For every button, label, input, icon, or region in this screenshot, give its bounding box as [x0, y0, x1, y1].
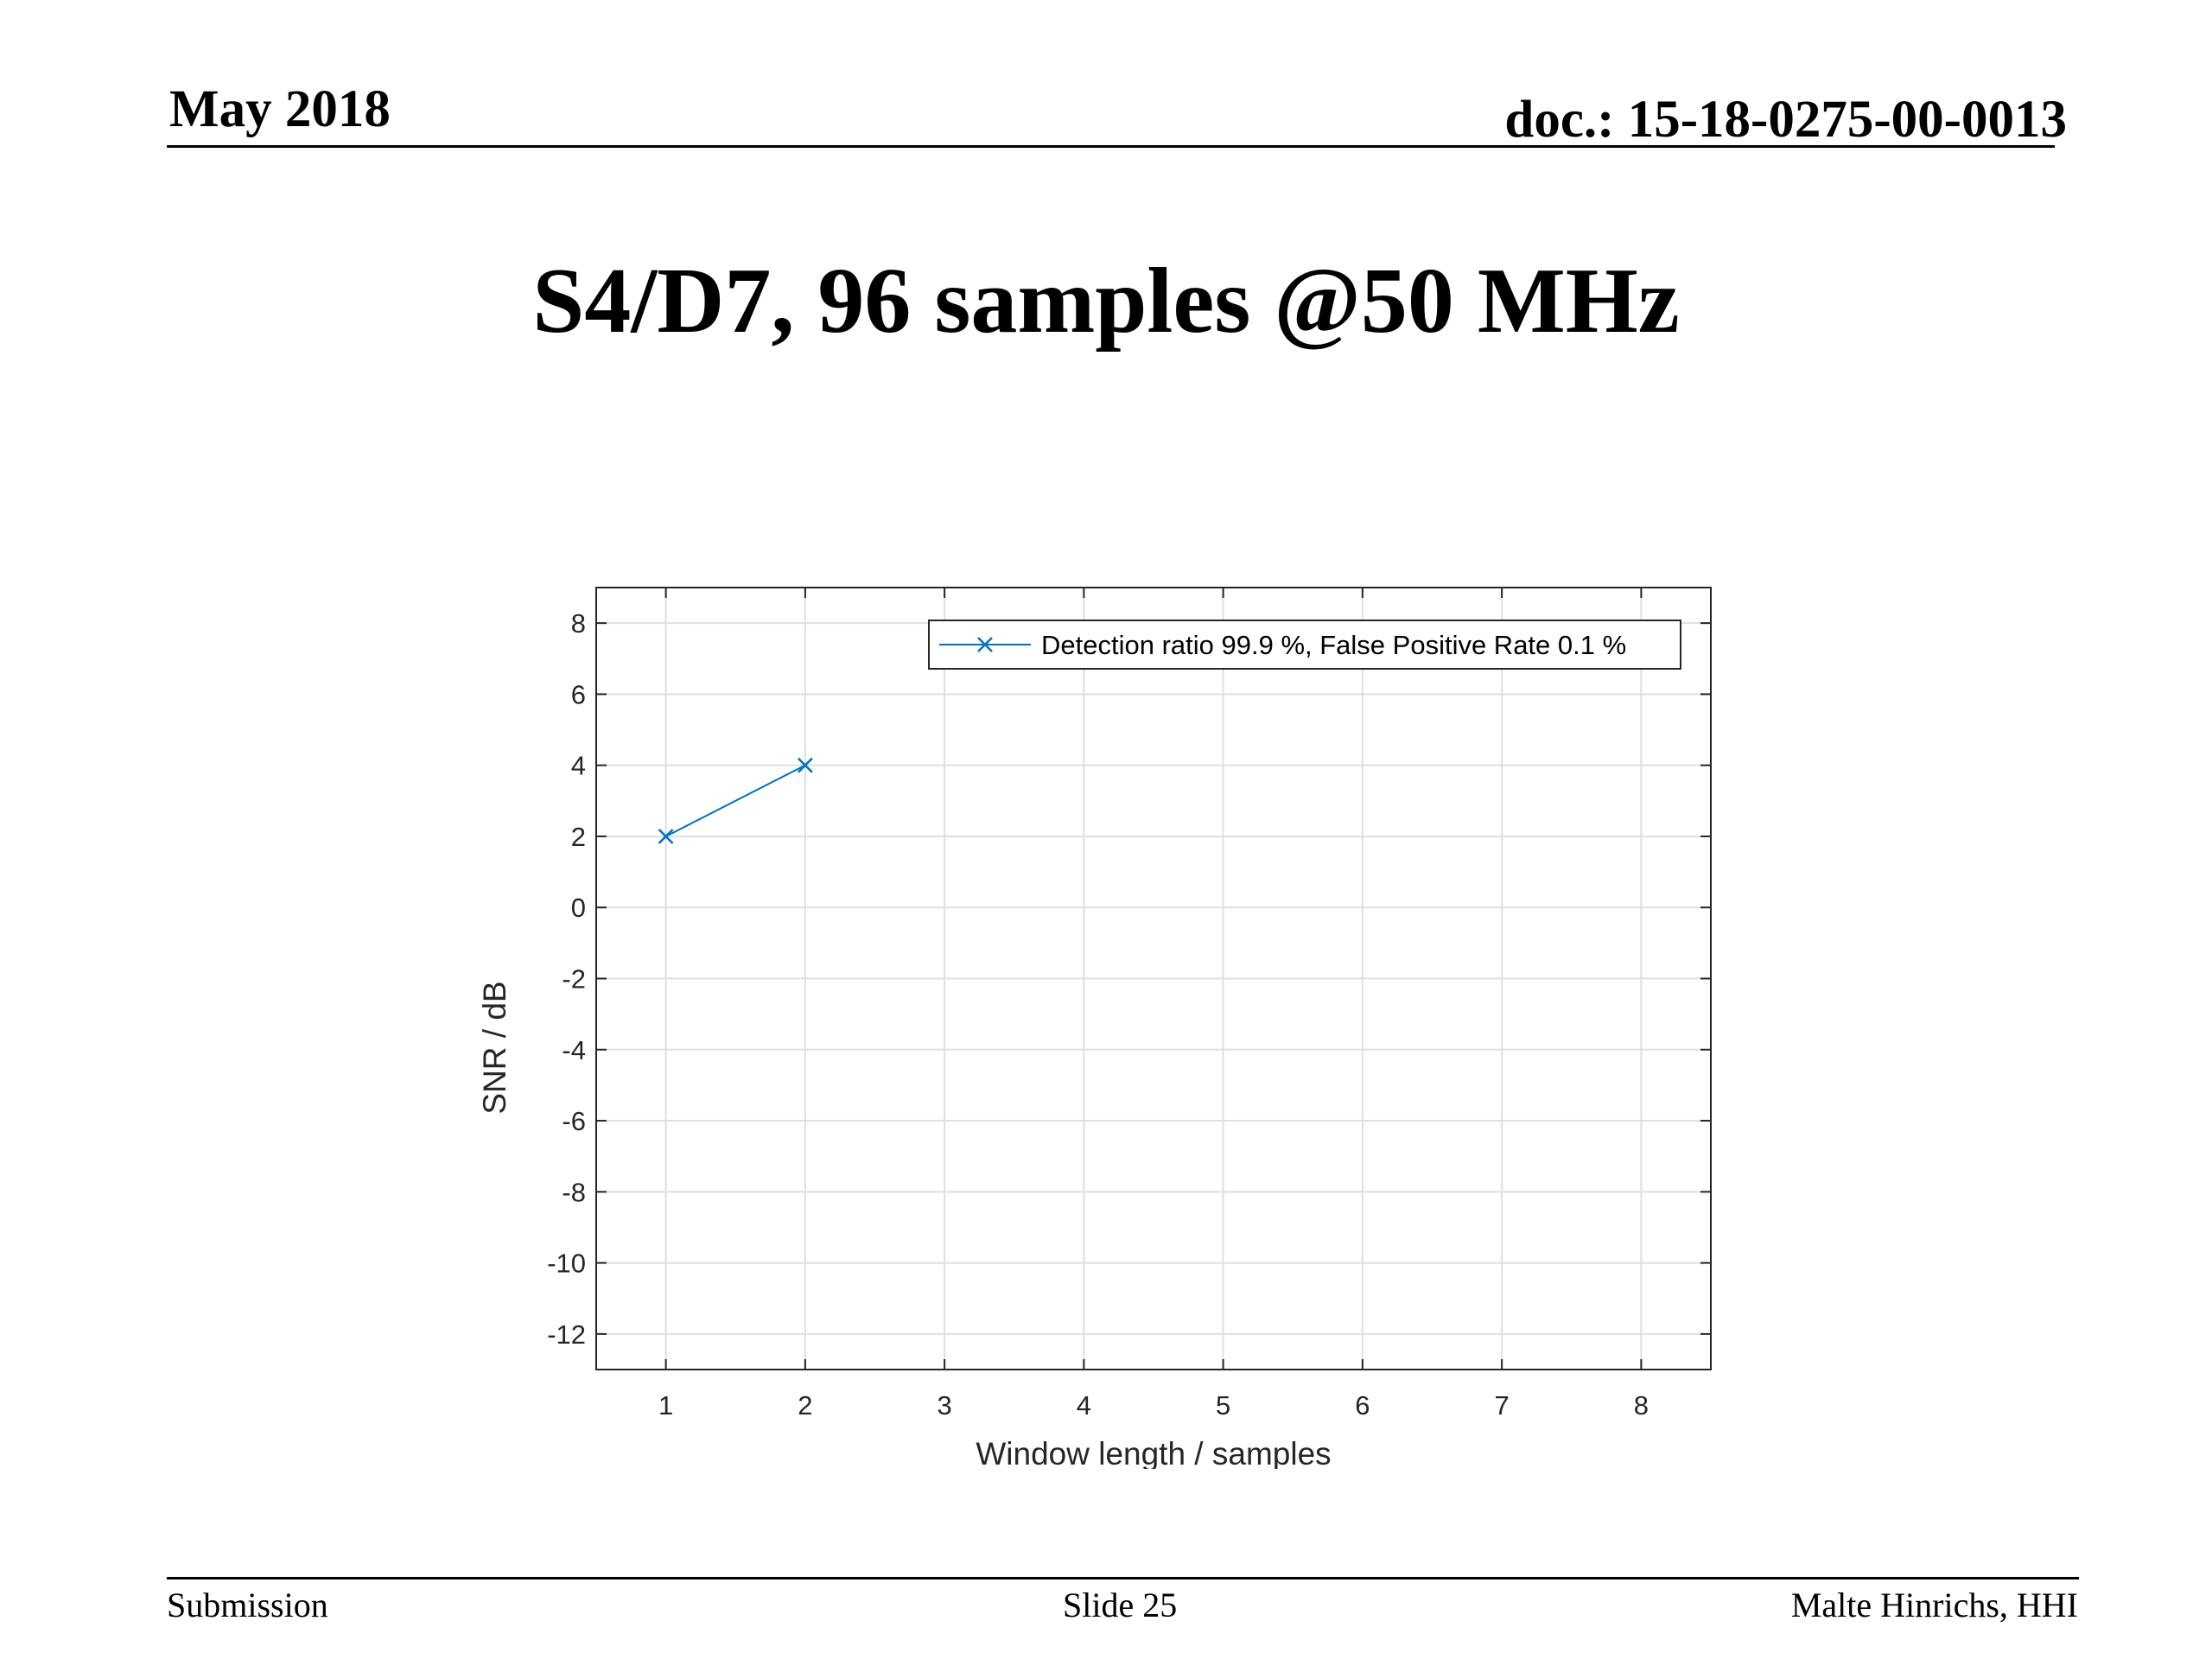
header-doc-id: doc.: 15-18-0275-00-0013	[1504, 91, 2067, 149]
y-tick-label: -8	[562, 1177, 586, 1207]
y-tick-label: 6	[571, 679, 586, 709]
footer-slide-number: Slide 25	[1063, 1586, 1178, 1624]
y-tick-label: 4	[571, 751, 586, 781]
y-tick-label: -12	[547, 1319, 586, 1350]
chart: 1 2 3 4 5 6 7 8 -12 -10 -8 -6 -4 -2 0 2 4 6 8 Window lengt…	[467, 562, 1745, 1473]
y-tick-label: 8	[571, 608, 586, 639]
legend-marker-x	[977, 637, 993, 652]
x-axis-label: Window length / samples	[976, 1436, 1331, 1469]
y-tick-label: -10	[547, 1249, 586, 1279]
header-rule	[167, 145, 2055, 148]
axis-ticks: 1 2 3 4 5 6 7 8 -12 -10 -8 -6 -4 -2 0 2 4 6 8	[547, 588, 1711, 1421]
x-tick-label: 7	[1495, 1390, 1510, 1421]
x-tick-label: 1	[658, 1390, 673, 1421]
x-tick-label: 8	[1634, 1390, 1649, 1421]
grid-lines	[596, 588, 1711, 1370]
data-point-marker	[797, 757, 813, 773]
x-tick-label: 4	[1077, 1390, 1091, 1421]
legend-box	[928, 620, 1681, 670]
y-tick-label: -6	[562, 1106, 586, 1136]
legend: Detection ratio 99.9 %, False Positive R…	[928, 620, 1681, 670]
y-tick-label: 0	[571, 893, 586, 923]
footer-submission: Submission	[167, 1586, 328, 1624]
x-tick-label: 3	[938, 1390, 952, 1421]
data-point-marker	[658, 829, 674, 844]
series-layer	[658, 757, 813, 844]
y-tick-label: 2	[571, 822, 586, 852]
x-tick-label: 2	[798, 1390, 812, 1421]
footer-author: Malte Hinrichs, HHI	[1790, 1586, 2078, 1624]
x-tick-label: 6	[1355, 1390, 1370, 1421]
series-line	[665, 764, 806, 837]
y-axis-label: SNR / dB	[477, 981, 512, 1114]
header-date: May 2018	[169, 80, 391, 138]
y-tick-label: -2	[562, 964, 586, 995]
chart-svg: 1 2 3 4 5 6 7 8 -12 -10 -8 -6 -4 -2 0 2 4 6 8 Window lengt…	[477, 587, 1712, 1471]
x-tick-label: 5	[1216, 1390, 1230, 1421]
legend-entry: Detection ratio 99.9 %, False Positive R…	[1041, 630, 1626, 660]
footer-rule	[167, 1577, 2079, 1580]
y-tick-label: -4	[562, 1035, 586, 1065]
slide-title: S4/D7, 96 samples @50 MHz	[532, 250, 1680, 353]
